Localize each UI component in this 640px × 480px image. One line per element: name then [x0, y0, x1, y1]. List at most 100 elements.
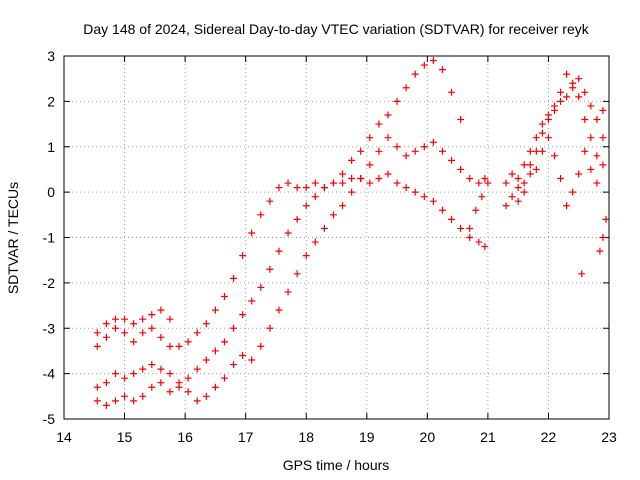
x-tick-label: 20	[420, 429, 436, 445]
data-point	[481, 175, 489, 183]
data-point	[514, 184, 522, 192]
data-point	[438, 206, 446, 214]
data-point	[384, 170, 392, 178]
data-point	[266, 324, 274, 332]
data-point	[121, 374, 129, 382]
data-point	[411, 70, 419, 78]
data-point	[348, 188, 356, 196]
data-point	[563, 202, 571, 210]
data-point	[420, 193, 428, 201]
x-tick-label: 21	[480, 429, 496, 445]
data-point	[532, 134, 540, 142]
data-point	[475, 238, 483, 246]
data-point	[275, 184, 283, 192]
data-point	[508, 170, 516, 178]
data-point	[438, 66, 446, 74]
data-point	[175, 379, 183, 387]
data-point	[563, 70, 571, 78]
data-point	[102, 333, 110, 341]
data-point	[311, 179, 319, 187]
data-point	[375, 175, 383, 183]
y-tick-label: -4	[43, 366, 56, 382]
data-point	[481, 243, 489, 251]
data-point	[532, 147, 540, 155]
chart-title: Day 148 of 2024, Sidereal Day-to-day VTE…	[83, 21, 589, 37]
data-point	[230, 361, 238, 369]
data-point	[457, 165, 465, 173]
data-point	[538, 147, 546, 155]
data-point	[184, 338, 192, 346]
data-point	[393, 179, 401, 187]
x-axis-label: GPS time / hours	[283, 457, 390, 473]
data-point	[193, 365, 201, 373]
y-tick-label: -1	[43, 230, 56, 246]
data-point	[502, 179, 510, 187]
data-point	[257, 211, 265, 219]
data-point	[166, 370, 174, 378]
data-point	[544, 134, 552, 142]
x-tick-label: 22	[541, 429, 557, 445]
x-tick-label: 19	[359, 429, 375, 445]
data-point	[139, 392, 147, 400]
x-tick-label: 18	[298, 429, 314, 445]
data-point	[93, 329, 101, 337]
data-point	[581, 88, 589, 96]
data-point	[502, 202, 510, 210]
data-point	[538, 120, 546, 128]
data-point	[587, 165, 595, 173]
data-point	[311, 238, 319, 246]
data-point	[257, 283, 265, 291]
data-point	[284, 288, 292, 296]
y-tick-label: 1	[47, 139, 55, 155]
data-point	[139, 365, 147, 373]
data-point	[478, 193, 486, 201]
data-point	[569, 188, 577, 196]
data-point	[384, 134, 392, 142]
data-point	[457, 224, 465, 232]
data-point	[175, 342, 183, 350]
data-point	[375, 147, 383, 155]
data-point	[293, 270, 301, 278]
data-point	[157, 306, 165, 314]
series-track-c	[93, 57, 465, 350]
data-point	[275, 247, 283, 255]
y-axis-label: SDTVAR / TECUs	[5, 182, 21, 294]
data-point	[557, 175, 565, 183]
data-point	[587, 134, 595, 142]
data-point	[320, 184, 328, 192]
data-point	[202, 392, 210, 400]
data-point	[466, 234, 474, 241]
data-point	[202, 320, 210, 328]
data-point	[339, 202, 347, 210]
data-point	[302, 184, 310, 192]
data-point	[121, 392, 129, 400]
data-point	[211, 306, 219, 314]
x-tick-label: 16	[177, 429, 193, 445]
data-point	[102, 379, 110, 387]
data-point	[532, 165, 540, 173]
data-point	[596, 247, 604, 255]
data-points	[93, 57, 610, 409]
y-tick-label: 2	[47, 93, 55, 109]
data-point	[569, 79, 577, 87]
data-point	[551, 152, 558, 160]
y-tick-label: -2	[43, 275, 56, 291]
data-point	[593, 179, 601, 187]
series-track-h	[466, 179, 492, 232]
data-point	[438, 147, 446, 155]
data-point	[484, 179, 492, 187]
data-point	[563, 93, 571, 101]
data-point	[302, 202, 310, 210]
data-point	[220, 292, 228, 300]
data-point	[466, 175, 474, 183]
data-point	[93, 397, 101, 405]
x-tick-label: 14	[56, 429, 72, 445]
data-point	[599, 134, 607, 142]
data-point	[130, 397, 138, 405]
data-point	[526, 161, 534, 169]
data-point	[448, 88, 456, 96]
data-point	[230, 324, 238, 332]
data-point	[402, 152, 410, 160]
